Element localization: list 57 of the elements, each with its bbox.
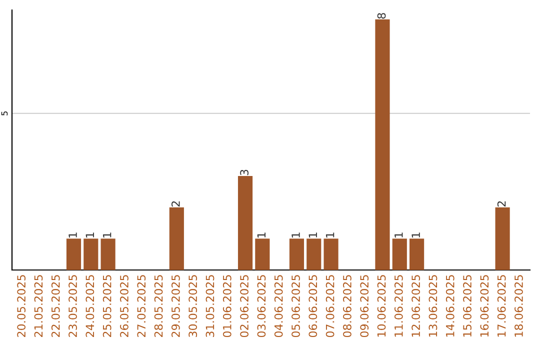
data-label: 8 <box>377 13 386 19</box>
bar <box>238 176 253 270</box>
bar <box>255 238 270 270</box>
x-tick-label: 01.06.2025 <box>222 275 232 338</box>
x-tick-label: 15.06.2025 <box>463 275 472 337</box>
bar <box>375 19 390 270</box>
data-label: 1 <box>308 232 317 238</box>
x-tick-label: 31.05.2025 <box>206 275 214 337</box>
x-tick-label: 14.06.2025 <box>446 275 454 337</box>
data-label: 1 <box>86 232 94 238</box>
x-tick-label: 23.05.2025 <box>68 275 77 337</box>
data-label: 2 <box>497 201 506 207</box>
x-tick-label: 28.05.2025 <box>154 275 163 337</box>
data-label: 1 <box>326 232 334 238</box>
bar <box>392 238 407 270</box>
bar <box>289 238 304 270</box>
x-tick-label: 13.06.2025 <box>428 275 438 337</box>
x-tick-label: 24.05.2025 <box>86 275 94 337</box>
bar <box>169 207 184 270</box>
x-tick-label: 26.05.2025 <box>120 275 128 337</box>
x-tick-label: 29.05.2025 <box>171 275 180 337</box>
x-tick-label: 22.05.2025 <box>51 275 60 337</box>
x-tick-label: 12.06.2025 <box>412 275 420 337</box>
data-label: 1 <box>394 232 403 238</box>
data-label: 1 <box>257 232 266 238</box>
y-tick-label: 5 <box>1 111 8 116</box>
bar <box>66 238 82 270</box>
x-tick-label: 07.06.2025 <box>326 275 334 338</box>
data-label: 1 <box>103 232 112 238</box>
x-tick-label: 10.06.2025 <box>377 275 386 337</box>
x-tick-label: 16.06.2025 <box>480 275 489 337</box>
x-tick-label: 17.06.2025 <box>497 275 506 337</box>
data-label: 2 <box>171 201 180 207</box>
data-label: 1 <box>412 232 420 238</box>
x-tick-label: 21.05.2025 <box>34 275 43 337</box>
x-tick-label: 30.05.2025 <box>188 275 198 337</box>
x-tick-label: 09.06.2025 <box>360 275 369 338</box>
bar <box>495 207 510 270</box>
x-tick-label: 04.06.2025 <box>274 275 283 338</box>
x-tick-label: 18.06.2025 <box>514 275 523 337</box>
bar <box>410 238 424 270</box>
x-tick-label: 27.05.2025 <box>137 275 146 337</box>
bar <box>306 238 322 270</box>
data-label: 3 <box>240 170 248 176</box>
x-tick-label: 08.06.2025 <box>343 275 352 338</box>
data-label: 1 <box>68 232 77 238</box>
x-tick-label: 02.06.2025 <box>240 275 248 338</box>
bar <box>324 238 338 270</box>
x-tick-label: 06.06.2025 <box>308 275 318 338</box>
x-tick-label: 11.06.2025 <box>394 275 403 337</box>
x-tick-label: 25.05.2025 <box>102 275 112 337</box>
data-label: 1 <box>292 232 300 238</box>
x-tick-label: 05.06.2025 <box>292 275 300 338</box>
x-tick-label: 20.05.2025 <box>17 275 26 337</box>
x-tick-label: 03.06.2025 <box>257 275 266 338</box>
bar <box>84 238 98 270</box>
bar <box>100 238 116 270</box>
